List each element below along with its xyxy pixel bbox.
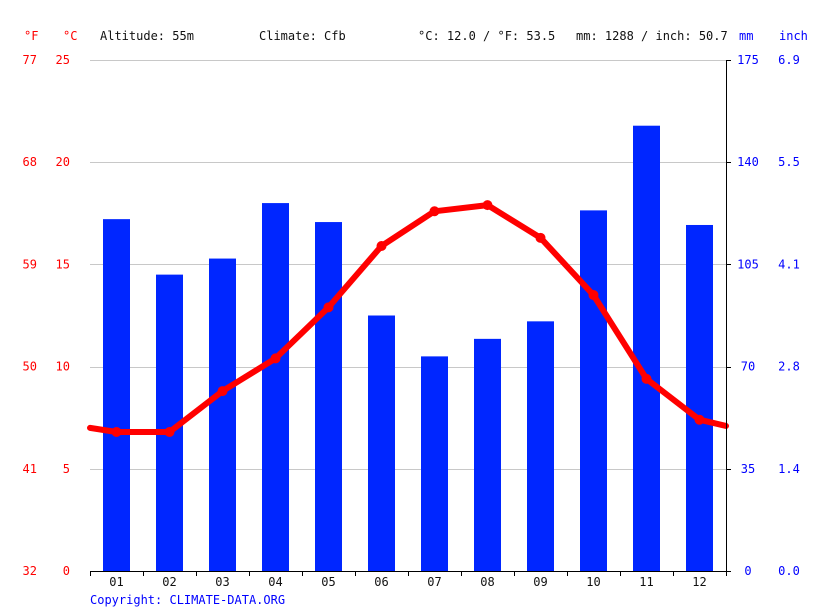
precipitation-bar <box>368 315 395 571</box>
month-label: 05 <box>321 575 335 589</box>
temperature-point <box>323 302 334 313</box>
inch-tick-label: 0.0 <box>778 564 800 578</box>
fahrenheit-tick-label: 77 <box>23 53 37 67</box>
precipitation-bar <box>633 125 660 571</box>
inch-tick-label: 4.1 <box>778 257 800 271</box>
temperature-point <box>694 414 705 425</box>
temperature-series <box>87 200 729 438</box>
mm-tick-label: 0 <box>744 564 751 578</box>
temperature-line <box>87 202 729 435</box>
mm-tick-label: 175 <box>737 53 759 67</box>
temperature-point <box>429 206 440 217</box>
temperature-point <box>270 353 281 364</box>
temperature-point <box>376 241 387 252</box>
unit-mm-label: mm <box>739 29 753 43</box>
month-label: 06 <box>374 575 388 589</box>
fahrenheit-tick-label: 32 <box>23 564 37 578</box>
copyright-link[interactable]: Copyright: CLIMATE-DATA.ORG <box>90 593 285 607</box>
axes <box>90 60 731 576</box>
fahrenheit-tick-label: 50 <box>23 360 37 374</box>
month-label: 03 <box>215 575 229 589</box>
inch-tick-label: 6.9 <box>778 53 800 67</box>
temperature-point <box>535 232 546 243</box>
inch-tick-label: 1.4 <box>778 462 800 476</box>
celsius-tick-label: 0 <box>63 564 70 578</box>
temperature-point <box>217 386 228 397</box>
altitude-label: Altitude: 55m <box>100 29 194 43</box>
unit-inch-label: inch <box>779 29 808 43</box>
precipitation-bar <box>103 219 130 571</box>
temperature-point <box>482 200 493 211</box>
celsius-tick-label: 5 <box>63 462 70 476</box>
celsius-tick-label: 25 <box>56 53 70 67</box>
temperature-summary: °C: 12.0 / °F: 53.5 <box>418 29 555 43</box>
precipitation-bar <box>262 203 289 571</box>
temperature-point <box>641 373 652 384</box>
unit-celsius-label: °C <box>63 29 77 43</box>
precipitation-bar <box>527 321 554 571</box>
tick-labels: 32 0 41 5 50 10 59 15 68 20 77 25 0 0.0 35 1.4 70 2.8 105 4… <box>23 53 800 589</box>
month-label: 04 <box>268 575 282 589</box>
precipitation-bar <box>209 258 236 571</box>
month-label: 09 <box>533 575 547 589</box>
fahrenheit-tick-label: 59 <box>23 257 37 271</box>
month-label: 11 <box>639 575 653 589</box>
month-label: 01 <box>109 575 123 589</box>
mm-tick-label: 140 <box>737 155 759 169</box>
grid-lines <box>90 60 726 470</box>
precipitation-bar <box>686 224 713 572</box>
month-label: 12 <box>692 575 706 589</box>
mm-tick-label: 70 <box>741 360 755 374</box>
temperature-point <box>588 290 599 301</box>
precipitation-bars <box>103 125 713 572</box>
celsius-tick-label: 10 <box>56 360 70 374</box>
celsius-tick-label: 15 <box>56 257 70 271</box>
fahrenheit-tick-label: 41 <box>23 462 37 476</box>
precipitation-bar <box>421 356 448 571</box>
month-label: 10 <box>586 575 600 589</box>
mm-tick-label: 35 <box>741 462 755 476</box>
inch-tick-label: 2.8 <box>778 360 800 374</box>
month-label: 08 <box>480 575 494 589</box>
fahrenheit-tick-label: 68 <box>23 155 37 169</box>
celsius-tick-label: 20 <box>56 155 70 169</box>
mm-tick-label: 105 <box>737 257 759 271</box>
month-label: 07 <box>427 575 441 589</box>
precipitation-bar <box>474 338 501 571</box>
unit-fahrenheit-label: °F <box>24 29 38 43</box>
climate-label: Climate: Cfb <box>259 29 346 43</box>
inch-tick-label: 5.5 <box>778 155 800 169</box>
precipitation-bar <box>315 222 342 571</box>
precipitation-bar <box>580 210 607 571</box>
temperature-point <box>111 427 122 438</box>
precipitation-summary: mm: 1288 / inch: 50.7 <box>576 29 728 43</box>
temperature-point <box>164 427 175 438</box>
month-label: 02 <box>162 575 176 589</box>
